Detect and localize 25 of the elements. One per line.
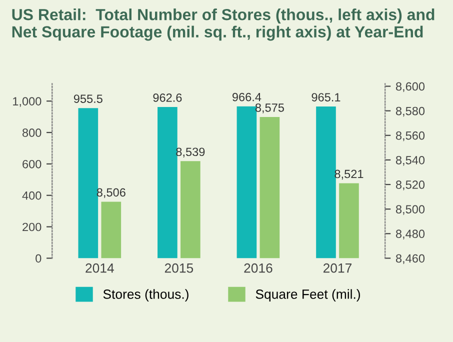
- y2-tick-label: 8,540: [396, 156, 425, 166]
- y-tick-label: 400: [22, 191, 42, 200]
- x-tick-label: 2015: [164, 263, 194, 273]
- data-label: 965.1: [312, 93, 340, 102]
- x-tick-label: 2017: [323, 263, 352, 273]
- y-tick-label: 1,000: [13, 97, 42, 107]
- y2-tick-label: 8,580: [396, 106, 425, 117]
- legend-label: Square Feet (mil.): [256, 289, 360, 302]
- legend-label: Stores (thous.): [103, 289, 188, 302]
- y-tick-label: 600: [22, 160, 42, 168]
- data-label: 966.4: [232, 92, 262, 102]
- y2-tick-label: 8,600: [396, 82, 425, 92]
- y2-tick-label: 8,480: [396, 230, 425, 240]
- chart-title: US Retail: Total Number of Stores (thous., left axis) and Net Square Footage (mil. sq. ft., right axis) at Year-End: [12, 8, 434, 41]
- y2-tick-label: 8,520: [396, 180, 425, 190]
- y-tick-label: 800: [22, 128, 42, 137]
- y-tick-label: 0: [36, 254, 42, 263]
- x-tick-label: 2014: [86, 263, 114, 273]
- data-label: 962.6: [153, 93, 182, 102]
- x-tick-label: 2016: [244, 263, 272, 273]
- y2-tick-label: 8,560: [396, 131, 425, 142]
- y-tick-label: 200: [22, 222, 42, 232]
- y2-tick-label: 8,500: [396, 205, 425, 215]
- y2-tick-label: 8,460: [396, 254, 425, 264]
- data-label: 955.5: [74, 94, 102, 103]
